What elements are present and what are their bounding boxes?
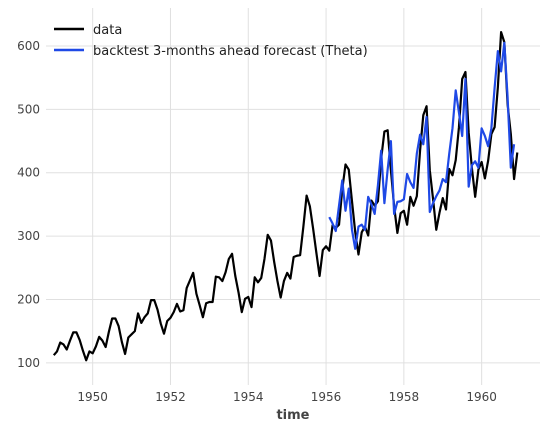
series-layer (52, 30, 519, 362)
y-tick-label-600: 600 (17, 39, 40, 53)
y-tick-label-500: 500 (17, 102, 40, 116)
y-tick-label-400: 400 (17, 166, 40, 180)
legend-label-forecast: backtest 3-months ahead forecast (Theta) (93, 44, 368, 59)
legend: data backtest 3-months ahead forecast (Th… (54, 23, 368, 59)
x-tick-label-1960: 1960 (466, 390, 497, 404)
x-axis-title: time (276, 408, 309, 423)
x-tick-label-1958: 1958 (389, 390, 420, 404)
x-tick-label-1950: 1950 (77, 390, 108, 404)
y-tick-label-200: 200 (17, 292, 40, 306)
x-axis-ticks: 1950 1952 1954 1956 1958 1960 (77, 390, 497, 404)
y-tick-label-100: 100 (17, 356, 40, 370)
legend-label-data: data (93, 23, 122, 38)
y-axis-ticks: 100 200 300 400 500 600 (17, 39, 40, 370)
x-tick-label-1952: 1952 (155, 390, 186, 404)
series-line-forecast (328, 41, 516, 250)
x-tick-label-1956: 1956 (311, 390, 342, 404)
series-line-data (52, 30, 519, 362)
y-tick-label-300: 300 (17, 229, 40, 243)
x-tick-label-1954: 1954 (233, 390, 264, 404)
